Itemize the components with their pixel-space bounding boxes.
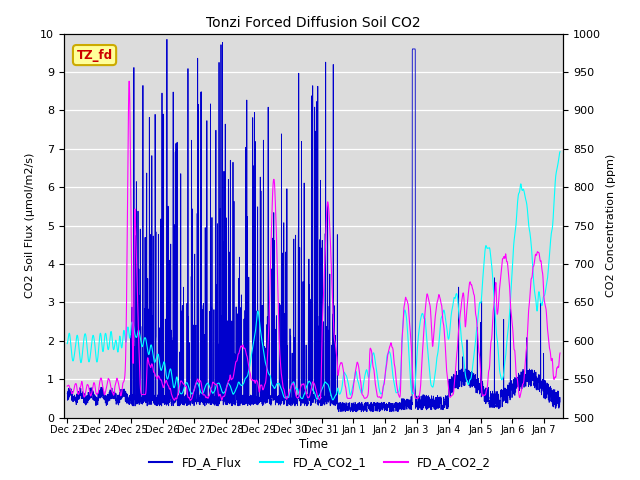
- Legend: FD_A_Flux, FD_A_CO2_1, FD_A_CO2_2: FD_A_Flux, FD_A_CO2_1, FD_A_CO2_2: [144, 452, 496, 474]
- Y-axis label: CO2 Concentration (ppm): CO2 Concentration (ppm): [607, 154, 616, 297]
- Text: TZ_fd: TZ_fd: [77, 48, 113, 61]
- Title: Tonzi Forced Diffusion Soil CO2: Tonzi Forced Diffusion Soil CO2: [206, 16, 421, 30]
- X-axis label: Time: Time: [299, 438, 328, 451]
- Y-axis label: CO2 Soil Flux (μmol/m2/s): CO2 Soil Flux (μmol/m2/s): [25, 153, 35, 298]
